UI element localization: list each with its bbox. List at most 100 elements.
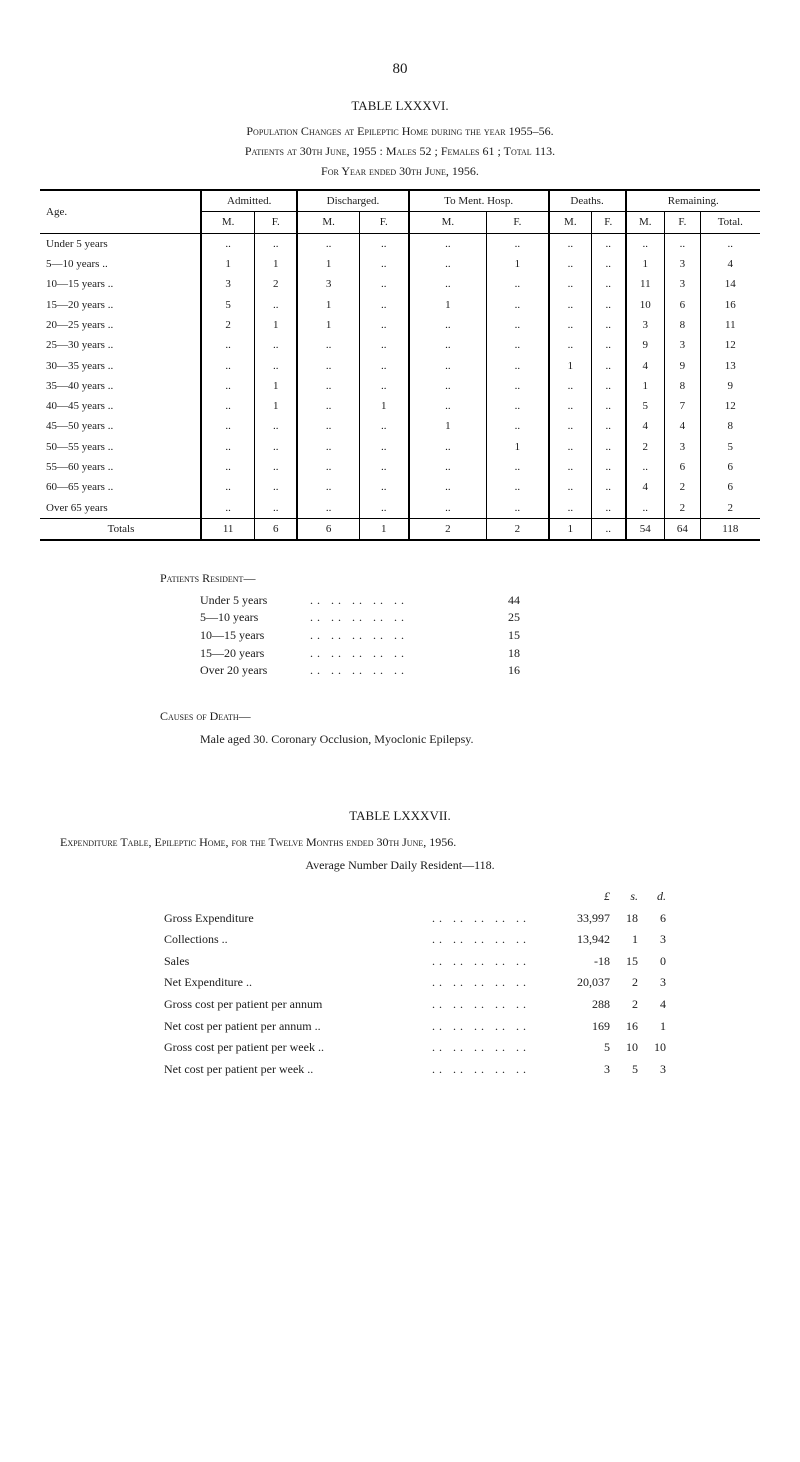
finance-label: Net cost per patient per week .. (160, 1059, 428, 1081)
residents-title: Patients Resident— (160, 571, 760, 587)
finance-row: Gross cost per patient per annum.. .. ..… (160, 994, 670, 1016)
data-cell: .. (591, 437, 625, 457)
data-cell: .. (549, 396, 592, 416)
finance-pounds: 288 (556, 994, 614, 1016)
data-cell: .. (201, 498, 255, 519)
data-cell: .. (487, 498, 549, 519)
data-cell: .. (255, 416, 298, 436)
data-cell: 2 (665, 477, 701, 497)
data-cell: .. (549, 376, 592, 396)
data-cell: 1 (626, 376, 665, 396)
data-cell: .. (201, 396, 255, 416)
age-cell: 10—15 years .. (40, 274, 201, 294)
data-cell: 12 (700, 335, 760, 355)
data-cell: .. (297, 233, 359, 254)
data-cell: 1 (255, 315, 298, 335)
data-cell: 1 (487, 437, 549, 457)
data-cell: .. (359, 335, 408, 355)
finance-pence: 3 (642, 929, 670, 951)
data-cell: .. (626, 233, 665, 254)
totals-label: Totals (40, 518, 201, 540)
finance-pence: 10 (642, 1037, 670, 1059)
data-cell: 3 (297, 274, 359, 294)
data-cell: .. (359, 457, 408, 477)
data-cell: .. (591, 315, 625, 335)
finance-row: Gross cost per patient per week .... .. … (160, 1037, 670, 1059)
finance-label: Gross cost per patient per annum (160, 994, 428, 1016)
data-cell: .. (359, 416, 408, 436)
col-menthosp: To Ment. Hosp. (409, 190, 549, 212)
data-cell: .. (591, 457, 625, 477)
data-cell: .. (409, 498, 487, 519)
age-cell: 20—25 years .. (40, 315, 201, 335)
leader-dots: .. .. .. .. .. (310, 628, 490, 644)
leader-dots: .. .. .. .. .. (428, 951, 556, 973)
data-cell: .. (487, 477, 549, 497)
data-cell: 6 (665, 457, 701, 477)
finance-table: £ s. d. Gross Expenditure.. .. .. .. ..3… (160, 886, 670, 1080)
finance-pence: 4 (642, 994, 670, 1016)
data-cell: 11 (700, 315, 760, 335)
data-cell: .. (297, 498, 359, 519)
finance-pounds: 169 (556, 1016, 614, 1038)
finance-shillings: 18 (614, 908, 642, 930)
residents-list: Under 5 years.. .. .. .. ..445—10 years.… (200, 593, 760, 679)
resident-value: 25 (490, 610, 520, 626)
sub-m: M. (626, 212, 665, 233)
resident-value: 44 (490, 593, 520, 609)
finance-pence: 6 (642, 908, 670, 930)
data-cell: 8 (665, 376, 701, 396)
data-cell: 1 (626, 254, 665, 274)
data-cell: .. (255, 437, 298, 457)
data-cell: .. (297, 356, 359, 376)
data-cell: 1 (201, 254, 255, 274)
data-cell: .. (549, 437, 592, 457)
table2-avg: Average Number Daily Resident—118. (40, 858, 760, 874)
resident-label: 15—20 years (200, 646, 310, 662)
leader-dots: .. .. .. .. .. (310, 593, 490, 609)
data-cell: .. (359, 437, 408, 457)
data-cell: .. (201, 356, 255, 376)
data-cell: .. (549, 233, 592, 254)
data-cell: .. (487, 457, 549, 477)
data-cell: .. (255, 356, 298, 376)
age-cell: 30—35 years .. (40, 356, 201, 376)
age-cell: 55—60 years .. (40, 457, 201, 477)
finance-pounds: 33,997 (556, 908, 614, 930)
finance-row: Net Expenditure .... .. .. .. ..20,03723 (160, 972, 670, 994)
data-cell: .. (665, 233, 701, 254)
leader-dots: .. .. .. .. .. (428, 972, 556, 994)
data-cell: .. (549, 498, 592, 519)
data-cell: .. (487, 335, 549, 355)
data-cell: 5 (201, 295, 255, 315)
data-cell: .. (549, 295, 592, 315)
totals-cell: 11 (201, 518, 255, 540)
resident-row: Under 5 years.. .. .. .. ..44 (200, 593, 760, 609)
finance-shillings: 15 (614, 951, 642, 973)
data-cell: .. (591, 274, 625, 294)
data-cell: .. (201, 233, 255, 254)
data-cell: 7 (665, 396, 701, 416)
data-cell: .. (549, 416, 592, 436)
data-cell: .. (487, 396, 549, 416)
table2-label: TABLE LXXXVII. (40, 808, 760, 825)
resident-row: Over 20 years.. .. .. .. ..16 (200, 663, 760, 679)
data-cell: .. (255, 233, 298, 254)
data-cell: .. (591, 356, 625, 376)
col-age: Age. (40, 190, 201, 233)
data-cell: .. (549, 254, 592, 274)
data-cell: .. (487, 356, 549, 376)
data-cell: 13 (700, 356, 760, 376)
data-cell: .. (487, 295, 549, 315)
totals-cell: 1 (549, 518, 592, 540)
data-cell: 6 (700, 457, 760, 477)
data-cell: .. (591, 376, 625, 396)
table2-heading: Expenditure Table, Epileptic Home, for t… (60, 835, 760, 851)
totals-cell: 118 (700, 518, 760, 540)
data-cell: 3 (665, 254, 701, 274)
data-cell: 10 (626, 295, 665, 315)
data-cell: 1 (487, 254, 549, 274)
age-cell: Under 5 years (40, 233, 201, 254)
finance-row: Gross Expenditure.. .. .. .. ..33,997186 (160, 908, 670, 930)
data-cell: 8 (665, 315, 701, 335)
